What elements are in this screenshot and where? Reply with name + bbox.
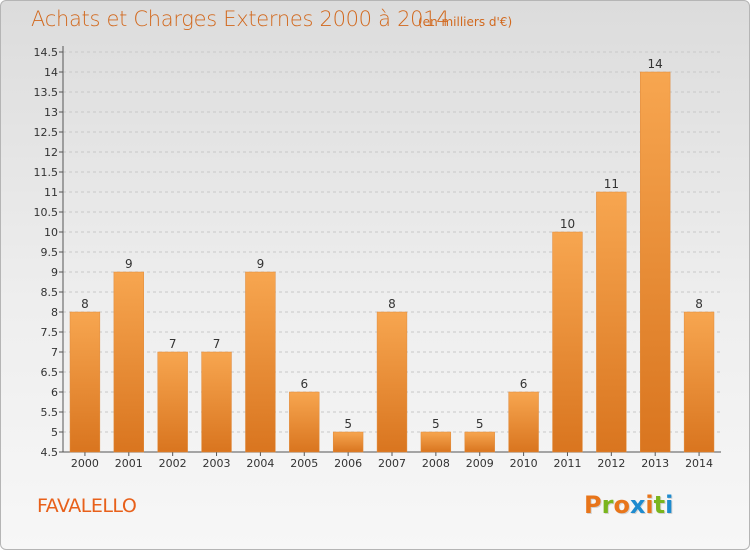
x-tick-label-2012: 2012 xyxy=(597,457,625,470)
y-tick-label: 6 xyxy=(51,386,58,399)
chart-subtitle: (en milliers d'€) xyxy=(418,15,513,29)
y-tick-label: 14.5 xyxy=(34,46,59,59)
y-tick-label: 13.5 xyxy=(34,86,59,99)
logo-letter: t xyxy=(653,491,666,519)
logo-letter: P xyxy=(584,491,602,519)
y-tick-label: 12.5 xyxy=(34,126,59,139)
y-tick-label: 5.5 xyxy=(41,406,59,419)
y-tick-label: 5 xyxy=(51,426,58,439)
y-tick-labels: 4.5 5 5.5 6 6.5 7 7.5 8 8.5 9 9.5 10 10.5 11 11.5 12 12.… xyxy=(34,46,59,459)
x-tick-label-2000: 2000 xyxy=(71,457,99,470)
city-name: FAVALELLO xyxy=(37,495,137,517)
data-label-2008: 5 xyxy=(432,417,440,431)
x-tick-label-2004: 2004 xyxy=(246,457,274,470)
x-tick-label-2009: 2009 xyxy=(466,457,494,470)
chart-title: Achats et Charges Externes 2000 à 2014 xyxy=(31,7,450,31)
x-tick-label-2002: 2002 xyxy=(159,457,187,470)
data-label-2006: 5 xyxy=(344,417,352,431)
y-tick-label: 7.5 xyxy=(41,326,59,339)
x-tick-label-2011: 2011 xyxy=(553,457,581,470)
y-tick-label: 11 xyxy=(44,186,58,199)
bar-2008 xyxy=(420,431,452,453)
data-label-2001: 9 xyxy=(125,257,133,271)
bar-2007 xyxy=(376,311,408,453)
x-tick-label-2014: 2014 xyxy=(685,457,713,470)
x-tick-label-2005: 2005 xyxy=(290,457,318,470)
data-label-2009: 5 xyxy=(476,417,484,431)
y-tick-label: 11.5 xyxy=(34,166,59,179)
bar-2000 xyxy=(69,311,101,453)
logo-letter: x xyxy=(629,491,646,519)
x-tick-label-2003: 2003 xyxy=(203,457,231,470)
y-tick-label: 8 xyxy=(51,306,58,319)
data-label-2003: 7 xyxy=(213,337,221,351)
data-label-2012: 11 xyxy=(604,177,619,191)
data-label-2010: 6 xyxy=(520,377,528,391)
x-tick-labels: 2000 2001 2002 2003 2004 2005 2006 2007 2008 2009… xyxy=(71,457,713,470)
bar-2002 xyxy=(157,351,188,453)
y-tick-label: 9 xyxy=(51,266,58,279)
data-label-2002: 7 xyxy=(169,337,177,351)
x-tick-label-2001: 2001 xyxy=(115,457,143,470)
bar-2010 xyxy=(508,391,539,453)
logo-letter: o xyxy=(613,491,630,519)
y-tick-label: 12 xyxy=(44,146,58,159)
data-label-2004: 9 xyxy=(257,257,265,271)
y-tick-label: 7 xyxy=(51,346,58,359)
bar-2006 xyxy=(332,431,364,453)
data-label-2013: 14 xyxy=(648,57,663,71)
y-tick-label: 10 xyxy=(44,226,58,239)
y-tick-label: 10.5 xyxy=(34,206,59,219)
data-labels: 8 9 7 7 9 6 5 8 5 5 6 10 11 14 8 xyxy=(81,57,703,431)
bar-2012 xyxy=(596,191,627,453)
data-label-2007: 8 xyxy=(388,297,396,311)
y-tick-label: 14 xyxy=(44,66,58,79)
y-tick-label: 6.5 xyxy=(41,366,59,379)
x-tick-label-2013: 2013 xyxy=(641,457,669,470)
data-label-2005: 6 xyxy=(300,377,308,391)
x-tick-label-2006: 2006 xyxy=(334,457,362,470)
x-tick-label-2010: 2010 xyxy=(510,457,538,470)
bar-2004 xyxy=(245,271,276,453)
data-label-2000: 8 xyxy=(81,297,89,311)
y-tick-label: 9.5 xyxy=(41,246,59,259)
x-tick-label-2007: 2007 xyxy=(378,457,406,470)
data-label-2014: 8 xyxy=(695,297,703,311)
bar-2014 xyxy=(683,311,715,453)
bar-2009 xyxy=(464,431,495,453)
bar-2001 xyxy=(113,271,144,453)
bar-2005 xyxy=(289,391,320,453)
bar-2011 xyxy=(552,231,583,453)
y-tick-label: 4.5 xyxy=(41,446,59,459)
bars xyxy=(69,71,715,453)
logo-letter: r xyxy=(601,491,614,519)
x-tick-label-2008: 2008 xyxy=(422,457,450,470)
y-tick-label: 13 xyxy=(44,106,58,119)
bar-2013 xyxy=(640,71,671,453)
proxiti-logo: Proxiti xyxy=(584,491,673,519)
data-label-2011: 10 xyxy=(560,217,575,231)
bar-2003 xyxy=(201,351,232,453)
logo-letter: i xyxy=(665,491,674,519)
y-tick-label: 8.5 xyxy=(41,286,59,299)
logo-letter: i xyxy=(645,491,654,519)
